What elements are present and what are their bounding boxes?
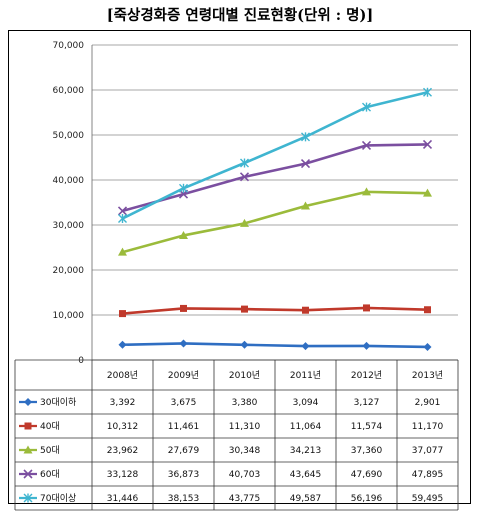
data-label: 31,446	[107, 494, 139, 504]
data-label: 11,064	[290, 422, 322, 432]
data-point	[362, 341, 371, 350]
chart-title: [죽상경화증 연령대별 진료현황(단위 : 명)]	[106, 7, 374, 24]
data-point	[241, 305, 248, 313]
data-point	[118, 340, 127, 349]
data-point	[301, 132, 310, 142]
data-label: 37,360	[351, 446, 383, 456]
data-point	[301, 342, 310, 351]
series-line	[121, 91, 428, 220]
data-point	[363, 304, 370, 312]
data-label: 23,962	[107, 446, 139, 456]
data-label: 2,901	[415, 398, 441, 408]
y-tick-label: 20,000	[53, 266, 85, 276]
data-point	[423, 87, 432, 97]
category-label: 2009년	[168, 370, 199, 381]
legend-entry: 60대	[40, 469, 60, 480]
legend-key-marker	[24, 422, 32, 430]
data-point	[423, 188, 432, 197]
data-point	[302, 306, 309, 314]
category-label: 2011년	[290, 370, 321, 381]
data-label: 3,380	[232, 398, 258, 408]
data-label: 3,392	[110, 398, 136, 408]
data-label: 43,645	[290, 470, 322, 480]
data-point	[300, 159, 311, 169]
data-label: 3,675	[171, 398, 197, 408]
data-label: 10,312	[107, 422, 139, 432]
category-label: 2010년	[229, 370, 260, 381]
data-point	[240, 340, 249, 349]
data-point	[118, 213, 127, 223]
data-point	[117, 206, 128, 216]
data-label: 47,895	[412, 470, 444, 480]
data-point	[239, 172, 250, 182]
data-label: 40,703	[229, 470, 261, 480]
category-label: 2012년	[351, 370, 382, 381]
legend-entry: 70대이상	[40, 493, 76, 504]
data-point	[240, 218, 249, 227]
category-label: 2013년	[412, 370, 443, 381]
data-label: 47,690	[351, 470, 383, 480]
legend-entry: 50대	[40, 445, 60, 456]
data-point	[179, 183, 188, 193]
data-point	[180, 304, 187, 312]
data-point	[361, 140, 372, 150]
y-tick-label: 40,000	[53, 176, 85, 186]
series-line	[122, 306, 428, 315]
chart-frame	[8, 30, 471, 504]
legend-key-marker	[23, 445, 33, 454]
data-point	[240, 158, 249, 168]
y-tick-label: 60,000	[53, 86, 85, 96]
data-label: 11,461	[168, 422, 200, 432]
data-label: 38,153	[168, 494, 200, 504]
data-label: 11,170	[412, 422, 444, 432]
series-line	[122, 190, 428, 254]
data-label: 34,213	[290, 446, 322, 456]
data-point	[119, 310, 126, 318]
data-point	[301, 201, 310, 210]
data-label: 3,127	[354, 398, 380, 408]
y-tick-label: 10,000	[53, 311, 85, 321]
data-label: 33,128	[107, 470, 139, 480]
category-label: 2008년	[107, 370, 138, 381]
data-label: 36,873	[168, 470, 200, 480]
data-label: 37,077	[412, 446, 444, 456]
data-label: 27,679	[168, 446, 200, 456]
data-point	[179, 230, 188, 239]
y-tick-label: 0	[78, 356, 84, 366]
legend-key-marker	[23, 469, 33, 479]
data-label: 56,196	[351, 494, 383, 504]
series-line	[122, 342, 428, 349]
data-label: 30,348	[229, 446, 261, 456]
data-label: 11,310	[229, 422, 261, 432]
data-label: 11,574	[351, 422, 383, 432]
legend-key-marker	[24, 398, 32, 406]
legend-key-marker	[23, 493, 33, 503]
data-label: 3,094	[293, 398, 319, 408]
data-label: 49,587	[290, 494, 322, 504]
data-point	[422, 139, 433, 150]
y-tick-label: 50,000	[53, 131, 85, 141]
legend-entry: 30대이하	[40, 397, 77, 408]
data-point	[424, 306, 431, 314]
data-label: 43,775	[229, 494, 261, 504]
data-point	[179, 339, 188, 348]
data-point	[362, 187, 371, 196]
data-point	[362, 102, 371, 112]
data-point	[118, 247, 127, 256]
data-point	[423, 342, 432, 351]
series-line	[122, 143, 428, 213]
y-tick-label: 30,000	[53, 221, 85, 231]
legend-entry: 40대	[40, 421, 60, 432]
data-label: 59,495	[412, 494, 444, 504]
y-tick-label: 70,000	[53, 41, 85, 51]
